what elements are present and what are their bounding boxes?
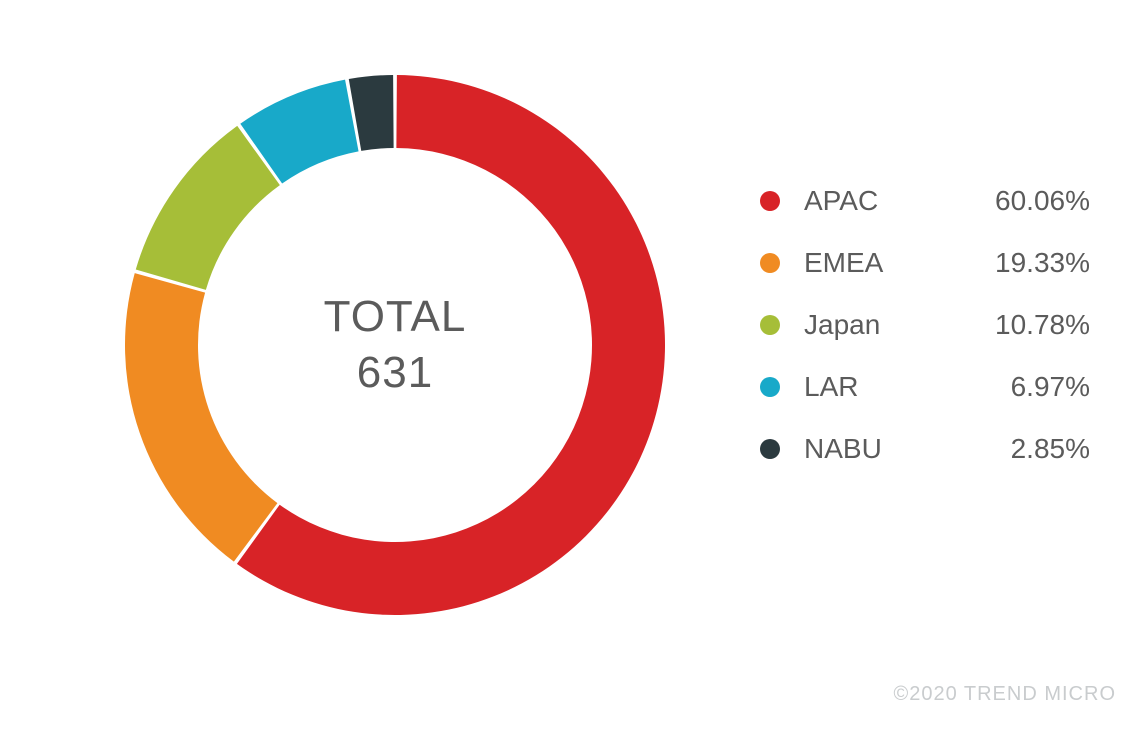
legend-row-apac: APAC60.06%: [760, 170, 1100, 232]
legend-value: 60.06%: [954, 185, 1100, 217]
legend-row-japan: Japan10.78%: [760, 294, 1100, 356]
legend-value: 10.78%: [954, 309, 1100, 341]
legend-dot-icon: [760, 315, 780, 335]
legend-row-emea: EMEA19.33%: [760, 232, 1100, 294]
legend-dot-icon: [760, 377, 780, 397]
legend-dot-icon: [760, 191, 780, 211]
legend-value: 19.33%: [954, 247, 1100, 279]
legend-value: 6.97%: [954, 371, 1100, 403]
copyright-footer: ©2020 TREND MICRO: [893, 683, 1116, 706]
chart-stage: TOTAL 631 APAC60.06%EMEA19.33%Japan10.78…: [0, 0, 1146, 730]
donut-slice-emea: [125, 273, 277, 562]
legend-row-lar: LAR6.97%: [760, 356, 1100, 418]
legend: APAC60.06%EMEA19.33%Japan10.78%LAR6.97%N…: [760, 170, 1100, 480]
legend-label: EMEA: [804, 247, 954, 279]
legend-dot-icon: [760, 253, 780, 273]
donut-slice-japan: [136, 126, 280, 290]
legend-label: NABU: [804, 433, 954, 465]
legend-value: 2.85%: [954, 433, 1100, 465]
legend-dot-icon: [760, 439, 780, 459]
legend-row-nabu: NABU2.85%: [760, 418, 1100, 480]
legend-label: LAR: [804, 371, 954, 403]
donut-chart: TOTAL 631: [125, 75, 665, 615]
donut-svg: [125, 75, 665, 615]
legend-label: APAC: [804, 185, 954, 217]
legend-label: Japan: [804, 309, 954, 341]
